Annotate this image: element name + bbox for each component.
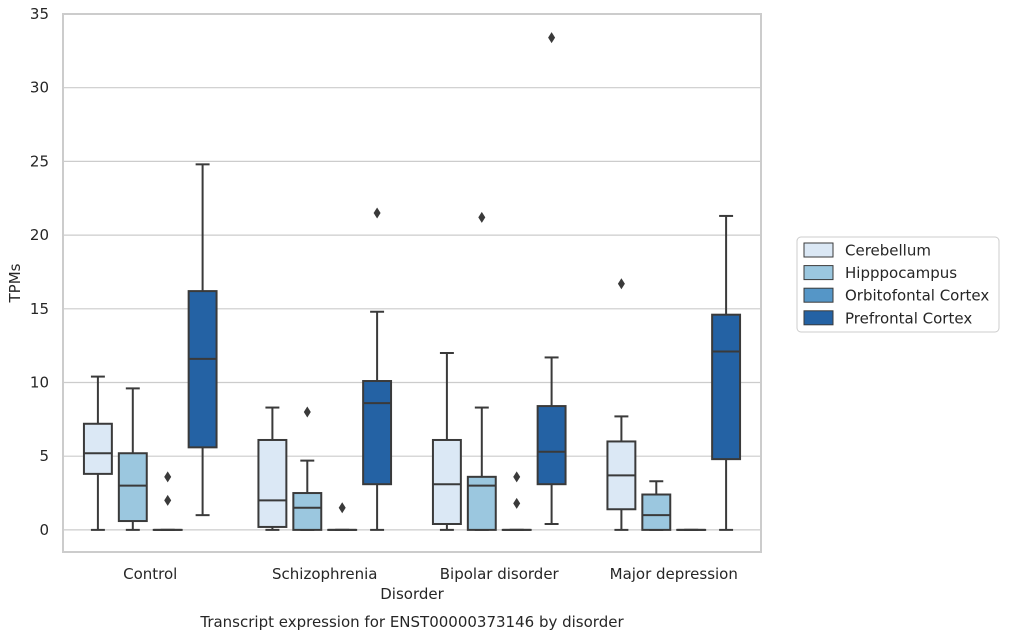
y-tick-label: 25 <box>30 152 49 170</box>
legend: Cerebellum Hipppocampus Orbitofontal Corte… <box>796 236 1000 333</box>
chart-title: Transcript expression for ENST0000037314… <box>199 613 624 631</box>
box-prefrontal-cortex <box>187 163 218 517</box>
box-prefrontal-cortex <box>536 32 567 525</box>
x-tick-label: Bipolar disorder <box>440 565 560 583</box>
box-hipppocampus <box>641 480 672 531</box>
box-body <box>82 422 113 475</box>
y-axis-ticks: 0 5 10 15 20 25 30 35 <box>30 5 49 539</box>
legend-label: Hipppocampus <box>845 264 957 282</box>
box-cerebellum <box>606 278 637 531</box>
y-tick-label: 30 <box>30 79 49 97</box>
y-tick-label: 15 <box>30 300 49 318</box>
box-body <box>711 313 742 461</box>
x-tick-label: Control <box>123 565 177 583</box>
y-tick-label: 20 <box>30 226 49 244</box>
x-tick-label: Major depression <box>610 565 738 583</box>
box-orbitofontal-cortex <box>327 502 358 531</box>
outlier-point <box>617 278 625 290</box>
x-axis-label: Disorder <box>380 585 444 603</box>
box-cerebellum <box>431 352 462 531</box>
outlier-point <box>338 502 346 514</box>
x-tick-label: Schizophrenia <box>272 565 377 583</box>
outlier-point <box>513 497 521 509</box>
plot-frame <box>62 13 762 553</box>
box-cerebellum <box>257 406 288 531</box>
y-tick-label: 35 <box>30 5 49 23</box>
box-body <box>187 290 218 449</box>
outlier-point <box>164 471 172 483</box>
outlier-point <box>303 406 311 418</box>
box-body <box>362 380 393 486</box>
legend-label: Prefrontal Cortex <box>845 309 972 327</box>
legend-swatch <box>803 265 834 281</box>
y-tick-label: 5 <box>39 447 49 465</box>
y-tick-label: 0 <box>39 521 49 539</box>
x-axis-ticks: Control Schizophrenia Bipolar disorder Majo… <box>123 565 738 583</box>
y-tick-label: 10 <box>30 373 49 391</box>
box-prefrontal-cortex <box>362 207 393 531</box>
outlier-point <box>548 32 556 44</box>
y-axis-label: TPMs <box>6 263 24 303</box>
grid-lines <box>63 13 761 531</box>
box-body <box>641 493 672 531</box>
outlier-point <box>373 207 381 219</box>
box-hipppocampus <box>117 387 148 531</box>
box-body <box>257 438 288 528</box>
box-body <box>292 492 323 531</box>
legend-swatch <box>803 310 834 326</box>
box-body <box>117 452 148 523</box>
legend-frame <box>796 236 1000 333</box>
box-hipppocampus <box>292 406 323 531</box>
box-orbitofontal-cortex <box>501 471 532 531</box>
outlier-point <box>164 494 172 506</box>
box-plots <box>82 32 742 531</box>
legend-swatch <box>803 242 834 258</box>
box-orbitofontal-cortex <box>152 471 183 531</box>
box-prefrontal-cortex <box>711 214 742 531</box>
box-body <box>431 438 462 525</box>
outlier-point <box>513 471 521 483</box>
box-body <box>536 405 567 486</box>
legend-label: Cerebellum <box>845 242 931 260</box>
outlier-point <box>478 211 486 223</box>
legend-swatch <box>803 287 834 303</box>
box-cerebellum <box>82 375 113 531</box>
legend-label: Orbitofontal Cortex <box>845 287 989 305</box>
box-hipppocampus <box>466 211 497 531</box>
